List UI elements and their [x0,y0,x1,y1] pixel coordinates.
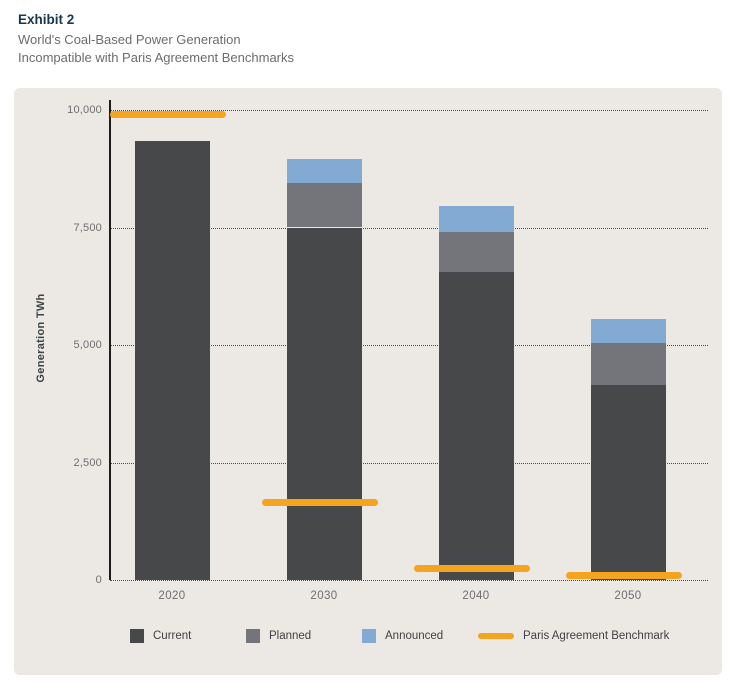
exhibit-label: Exhibit 2 [18,12,75,27]
legend-swatch-icon [362,629,376,643]
legend-item: Announced [362,629,478,643]
y-tick-label: 7,500 [73,221,102,234]
legend-item: Paris Agreement Benchmark [478,630,669,642]
x-tick-label-2030: 2030 [310,590,338,602]
chart-title-line-2: Incompatible with Paris Agreement Benchm… [18,50,295,65]
benchmark-line-2040 [414,564,530,572]
legend-item: Current [130,629,246,643]
chart-title-line-1: World's Coal-Based Power Generation [18,32,241,47]
legend-label: Current [153,630,192,642]
legend: Current Planned Announced Paris Agreement B… [130,629,669,643]
grid-line [110,110,708,111]
legend-label: Planned [269,630,312,642]
bar-segment-announced-2050 [590,319,666,343]
benchmark-line-2050 [566,571,682,579]
chart-header: Exhibit 2 World's Coal-Based Power Gener… [18,12,294,67]
bar-segment-planned-2030 [286,182,362,228]
legend-label: Paris Agreement Benchmark [523,630,670,642]
grid-line [110,580,708,581]
bar-segment-current-2030 [286,227,362,580]
benchmark-line-2020 [110,111,226,119]
grid-line [110,345,708,346]
legend-swatch-icon [478,633,514,639]
x-tick-label-2040: 2040 [462,590,490,602]
y-tick-label: 10,000 [67,104,102,116]
plot-area: Generation TWh 0 2,500 5,000 7,500 10,000 20… [14,88,722,675]
bar-segment-current-2040 [438,272,514,580]
grid-line [110,462,708,464]
chart-panel: Generation TWh 0 2,500 5,000 7,500 10,000 20… [14,88,722,675]
y-tick-label: 0 [95,574,102,586]
bar-segment-planned-2050 [590,342,666,385]
x-tick-label-2050: 2050 [614,590,642,602]
bar-segment-announced-2030 [286,159,362,183]
benchmark-line-2030 [262,498,378,506]
y-axis-title: Generation TWh [35,293,47,383]
x-tick-label-2020: 2020 [158,590,186,602]
legend-swatch-icon [246,629,260,643]
y-tick-label: 5,000 [73,339,102,351]
y-axis-line [109,100,111,580]
bar-segment-current-2050 [590,384,666,580]
legend-label: Announced [385,630,444,642]
grid-line [110,227,708,229]
y-tick-label: 2,500 [73,456,102,469]
bar-segment-announced-2040 [438,206,514,233]
bar-segment-planned-2040 [438,232,514,273]
legend-swatch-icon [130,629,144,643]
bar-segment-current-2020 [134,140,210,580]
legend-item: Planned [246,629,362,643]
